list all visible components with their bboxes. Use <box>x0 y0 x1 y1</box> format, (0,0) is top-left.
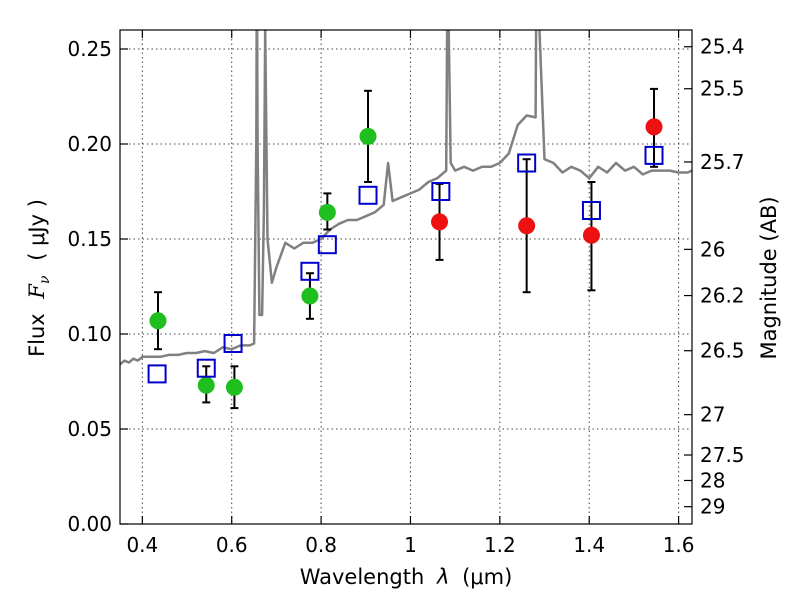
y-tick-label: 0.20 <box>67 132 112 156</box>
x-tick-label: 1.6 <box>663 533 695 557</box>
model-photometry-point <box>431 182 451 201</box>
y2-tick-labels: 25.4 25.5 25.7 26 26.2 26.5 27 27.528 29 <box>700 35 745 519</box>
x-tick-label: 0.6 <box>216 533 248 557</box>
model-photometry-point <box>581 201 601 220</box>
y-tick-label: 0.05 <box>67 417 112 441</box>
data-point-green <box>197 376 215 394</box>
y2-axis-label: Magnitude (AB) <box>757 196 781 359</box>
model-photometry-point <box>317 235 337 255</box>
y2-tick-label: 29 <box>700 495 725 519</box>
data-point-red <box>431 213 449 231</box>
x-axis-label: Wavelength λ (μm) <box>300 565 513 589</box>
y-axis-label: Flux Fν ( μJy ) <box>25 199 54 357</box>
y-tick-label: 0.15 <box>67 227 112 251</box>
x-tick-label: 1 <box>404 533 417 557</box>
data-point-green <box>359 127 377 145</box>
model-spectrum <box>120 30 692 366</box>
y-tick-label: 0.25 <box>67 37 112 61</box>
data-marks <box>147 87 664 410</box>
x-tick-label: 1.2 <box>484 533 516 557</box>
model-photometry-point <box>223 334 243 353</box>
model-photometry-point <box>147 364 167 384</box>
y2-tick-label: 26.2 <box>700 284 745 308</box>
y2-tick-label: 27.5 <box>700 443 745 467</box>
y-tick-label: 0.10 <box>67 322 112 346</box>
data-point-red <box>582 226 600 244</box>
plot-frame <box>119 29 693 525</box>
data-point-green <box>225 378 243 396</box>
y-tick-label: 0.00 <box>67 512 112 536</box>
ticks <box>120 30 692 525</box>
y2-tick-label: 25.4 <box>700 35 745 59</box>
x-tick-label: 1.4 <box>573 533 605 557</box>
model-photometry-point <box>644 145 664 165</box>
y2-tick-label: 25.7 <box>700 150 745 174</box>
model-photometry-point <box>358 185 378 205</box>
model-photometry-point <box>300 261 320 281</box>
data-point-red <box>645 118 663 136</box>
y2-tick-label: 27 <box>700 403 725 427</box>
x-tick-label: 0.4 <box>126 533 158 557</box>
x-tick-labels: 0.4 0.6 0.8 1 1.2 1.4 1.6 <box>126 533 694 557</box>
grid <box>120 30 692 524</box>
data-point-red <box>518 217 536 235</box>
model-photometry-point <box>517 153 537 173</box>
y2-tick-label: 28 <box>700 468 725 492</box>
data-point-green <box>318 203 336 221</box>
y2-tick-label: 25.5 <box>700 77 745 101</box>
data-point-green <box>301 287 319 305</box>
model-photometry-point <box>196 358 216 378</box>
y2-tick-label: 26.5 <box>700 339 745 363</box>
y2-tick-label: 26 <box>700 237 725 261</box>
x-tick-label: 0.8 <box>305 533 337 557</box>
y-tick-labels: 0.00 0.05 0.10 0.15 0.20 0.25 <box>67 37 112 536</box>
data-point-green <box>149 312 167 330</box>
spectrum-line <box>120 30 692 366</box>
